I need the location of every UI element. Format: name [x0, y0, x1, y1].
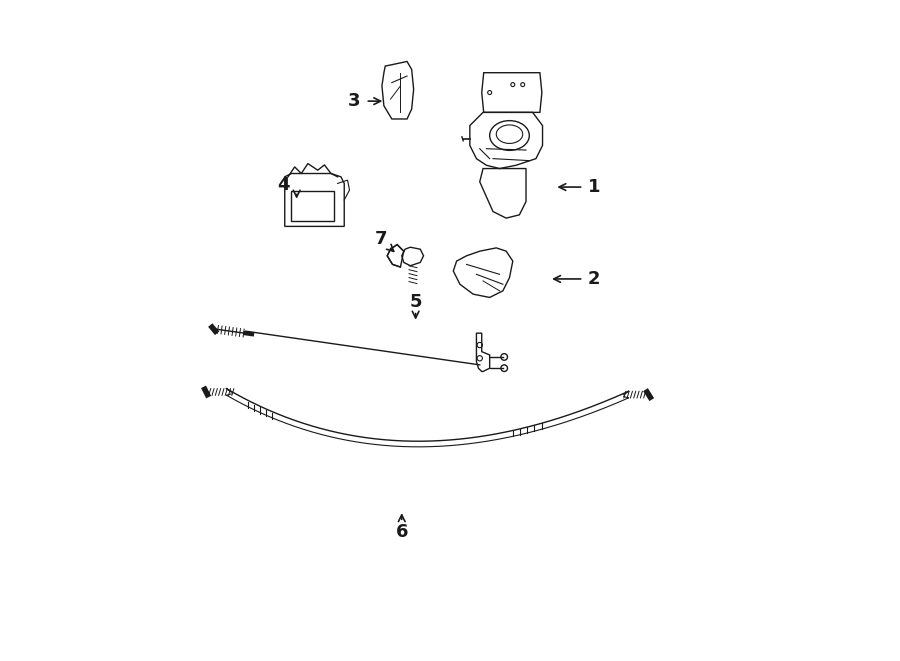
Text: 2: 2	[588, 270, 600, 288]
Bar	[292, 192, 334, 221]
Text: 7: 7	[374, 230, 387, 249]
Text: 5: 5	[410, 293, 422, 311]
Text: 1: 1	[588, 178, 600, 196]
Text: 6: 6	[395, 523, 408, 541]
Text: 4: 4	[277, 176, 290, 194]
Text: 3: 3	[348, 92, 360, 110]
